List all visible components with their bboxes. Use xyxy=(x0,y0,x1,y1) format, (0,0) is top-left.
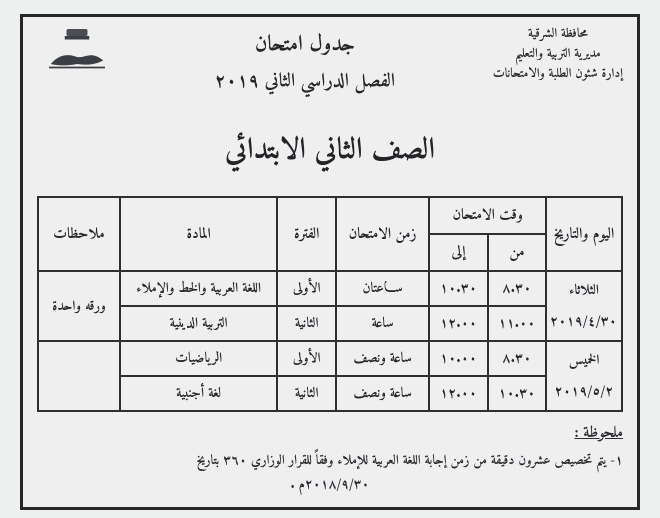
footer-heading: ملحوظة : xyxy=(37,420,623,448)
cell-from: ١١.٠٠ xyxy=(488,306,546,341)
cell-subject: الرياضيات xyxy=(120,341,278,376)
table-row: ١١.٠٠١٢.٠٠ساعةالثانيةالتربية الدينية xyxy=(38,306,622,341)
col-subject: المادة xyxy=(120,197,278,271)
hdr-line: محافظة الشرقية xyxy=(493,25,623,45)
col-from: من xyxy=(488,234,546,271)
cell-day: الخميس ٢٠١٩/٥/٢ xyxy=(546,341,622,411)
hdr-line: إدارة شئون الطلبة والامتحانات xyxy=(493,65,623,85)
title-line-2: الفصل الدراسي الثاني ٢٠١٩ xyxy=(215,66,395,99)
day-name: الثلاثاء xyxy=(551,278,617,303)
cell-duration: ساعة ونصف xyxy=(336,376,429,411)
footer: ملحوظة : ١- يتم تخصيص عشرون دقيقة من زمن… xyxy=(37,420,623,497)
col-duration: زمن الامتحان xyxy=(336,197,429,271)
page: محافظة الشرقية مديرية التربية والتعليم إ… xyxy=(0,0,660,518)
cell-period: الثانية xyxy=(277,306,335,341)
cell-duration: ساعة ونصف xyxy=(336,341,429,376)
cell-notes: ورقه واحدة xyxy=(38,271,120,341)
day-date: ٢٠١٩/٤/٣٠ xyxy=(551,309,617,334)
day-date: ٢٠١٩/٥/٢ xyxy=(551,379,617,404)
cell-to: ١٢.٠٠ xyxy=(429,306,487,341)
day-name: الخميس xyxy=(551,348,617,373)
col-period: الفترة xyxy=(277,197,335,271)
frame: محافظة الشرقية مديرية التربية والتعليم إ… xyxy=(20,14,640,510)
cell-subject: لغة أجنبية xyxy=(120,376,278,411)
title-line-1: جدول امتحان xyxy=(215,25,395,64)
cell-day: الثلاثاء ٢٠١٩/٤/٣٠ xyxy=(546,271,622,341)
cell-notes xyxy=(38,341,120,411)
cell-to: ١٠.٣٠ xyxy=(429,271,487,306)
cell-period: الثانية xyxy=(277,376,335,411)
header: محافظة الشرقية مديرية التربية والتعليم إ… xyxy=(37,25,623,99)
table-row: الخميس٢٠١٩/٥/٢٨.٣٠١٠.٠٠ساعة ونصفالأولىال… xyxy=(38,341,622,376)
cell-from: ١٠.٣٠ xyxy=(488,376,546,411)
cell-from: ٨.٣٠ xyxy=(488,271,546,306)
table-row: الثلاثاء٢٠١٩/٤/٣٠٨.٣٠١٠.٣٠ســـاعتانالأول… xyxy=(38,271,622,306)
cell-period: الأولى xyxy=(277,271,335,306)
col-time: وقت الامتحان xyxy=(429,197,546,234)
table-head-row: اليوم والتاريخ وقت الامتحان زمن الامتحان… xyxy=(38,197,622,234)
cell-subject: التربية الدينية xyxy=(120,306,278,341)
footer-date: ٢٠١٨/٩/٣٠م . xyxy=(37,473,623,497)
cell-period: الأولى xyxy=(277,341,335,376)
cell-to: ١٠.٠٠ xyxy=(429,341,487,376)
emblem-block xyxy=(37,25,117,75)
cell-to: ١٢.٠٠ xyxy=(429,376,487,411)
grade-title: الصف الثاني الابتدائي xyxy=(37,125,623,178)
footer-line: ١- يتم تخصيص عشرون دقيقة من زمن إجابة ال… xyxy=(37,450,623,473)
col-to: إلى xyxy=(429,234,487,271)
col-notes: ملاحظات xyxy=(38,197,120,271)
cell-duration: ساعة xyxy=(336,306,429,341)
cell-from: ٨.٣٠ xyxy=(488,341,546,376)
cell-subject: اللغة العربية والخط والإملاء xyxy=(120,271,278,306)
cell-duration: ســـاعتان xyxy=(336,271,429,306)
exam-table-body: الثلاثاء٢٠١٩/٤/٣٠٨.٣٠١٠.٣٠ســـاعتانالأول… xyxy=(38,271,622,411)
table-row: ١٠.٣٠١٢.٠٠ساعة ونصفالثانيةلغة أجنبية xyxy=(38,376,622,411)
title-block: جدول امتحان الفصل الدراسي الثاني ٢٠١٩ xyxy=(215,25,395,99)
exam-table: اليوم والتاريخ وقت الامتحان زمن الامتحان… xyxy=(37,196,623,412)
governorate-block: محافظة الشرقية مديرية التربية والتعليم إ… xyxy=(493,25,623,85)
emblem-icon xyxy=(42,25,112,75)
hdr-line: مديرية التربية والتعليم xyxy=(493,45,623,65)
col-day: اليوم والتاريخ xyxy=(546,197,622,271)
